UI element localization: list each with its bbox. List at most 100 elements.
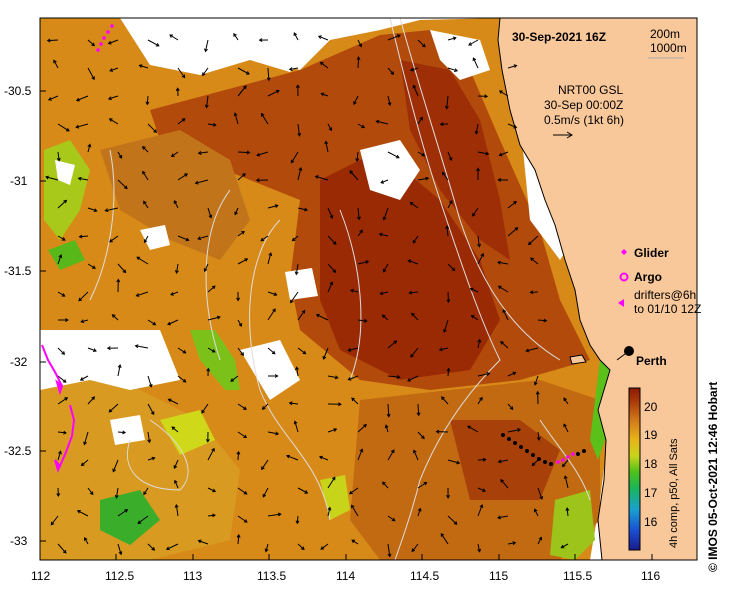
velocity-arrowhead <box>563 423 567 428</box>
velocity-arrow <box>207 316 221 321</box>
velocity-arrow <box>117 263 126 273</box>
velocity-arrow <box>57 543 67 554</box>
velocity-arrowhead <box>147 439 152 444</box>
velocity-arrowhead <box>150 411 155 416</box>
velocity-arrow <box>198 151 209 154</box>
contour-label-200m: 200m <box>650 27 680 41</box>
velocity-arrowhead <box>479 504 484 509</box>
velocity-arrowhead <box>470 315 475 319</box>
velocity-arrowhead <box>445 225 450 230</box>
velocity-arrowhead <box>480 252 484 257</box>
velocity-arrowhead <box>444 105 449 110</box>
velocity-arrow <box>387 449 395 461</box>
velocity-arrowhead <box>288 401 293 406</box>
velocity-arrowhead <box>317 35 322 40</box>
velocity-arrowhead <box>244 258 249 262</box>
city-label: Perth <box>636 354 667 368</box>
velocity-arrow <box>348 375 359 381</box>
velocity-arrowhead <box>382 268 387 273</box>
velocity-arrowhead <box>117 364 122 369</box>
velocity-arrow <box>177 118 186 125</box>
velocity-arrowhead <box>410 353 414 358</box>
velocity-arrowhead <box>438 347 443 352</box>
velocity-arrow <box>87 67 95 80</box>
velocity-arrowhead <box>46 38 51 43</box>
velocity-arrowhead <box>365 260 370 264</box>
velocity-arrow <box>351 397 359 405</box>
x-tick: 113.5 <box>257 569 286 583</box>
velocity-arrow <box>204 263 209 272</box>
y-axis: -30.5 -31 -31.5 -32 -32.5 -33 <box>4 84 46 548</box>
velocity-arrow <box>87 487 94 495</box>
velocity-arrow <box>256 151 269 156</box>
velocity-arrowhead <box>513 64 518 69</box>
x-tick: 115 <box>489 569 508 583</box>
velocity-arrowhead <box>295 366 299 371</box>
velocity-arrowhead <box>384 424 389 429</box>
velocity-arrow <box>177 347 186 354</box>
velocity-arrowhead <box>295 84 300 89</box>
velocity-arrowhead <box>112 468 116 473</box>
velocity-arrowhead <box>87 143 92 148</box>
velocity-arrow <box>237 534 240 545</box>
velocity-arrowhead <box>435 429 440 434</box>
velocity-arrowhead <box>477 338 482 343</box>
velocity-arrowhead <box>174 503 179 508</box>
velocity-arrowhead <box>409 67 414 72</box>
velocity-arrowhead <box>395 154 400 159</box>
velocity-arrow <box>170 291 179 296</box>
sst-field <box>40 18 615 560</box>
velocity-arrow <box>57 123 70 132</box>
velocity-arrow <box>147 375 152 387</box>
velocity-arrowhead <box>347 376 352 381</box>
velocity-arrowhead <box>449 200 453 204</box>
velocity-arrowhead <box>536 437 541 441</box>
velocity-arrow <box>387 515 396 522</box>
velocity-arrow <box>477 397 483 405</box>
velocity-arrowhead <box>561 463 566 468</box>
drifter-legend-icon <box>618 299 624 307</box>
velocity-arrow <box>562 459 569 467</box>
velocity-arrowhead <box>124 509 129 513</box>
velocity-arrowhead <box>243 490 248 495</box>
velocity-arrow <box>447 459 460 464</box>
velocity-arrowhead <box>497 260 501 265</box>
velocity-arrow <box>237 403 247 410</box>
velocity-arrow <box>379 233 389 237</box>
velocity-arrowhead <box>197 151 202 155</box>
velocity-arrowhead <box>333 428 338 432</box>
velocity-arrowhead <box>61 293 66 297</box>
velocity-arrowhead <box>50 521 55 526</box>
velocity-arrow <box>537 487 543 500</box>
velocity-arrowhead <box>327 506 332 511</box>
velocity-arrowhead <box>53 59 57 64</box>
velocity-arrow <box>500 341 509 349</box>
velocity-arrow <box>477 235 480 247</box>
velocity-arrowhead <box>315 313 320 318</box>
velocity-arrow <box>408 259 419 265</box>
velocity-arrow <box>409 291 419 294</box>
velocity-arrow <box>411 543 419 552</box>
velocity-arrow <box>87 396 95 405</box>
velocity-arrowhead <box>452 36 457 41</box>
velocity-arrow <box>237 347 244 356</box>
velocity-arrowhead <box>513 124 518 129</box>
velocity-arrowhead <box>122 269 127 274</box>
velocity-arrow <box>147 39 160 47</box>
velocity-arrowhead <box>533 508 538 513</box>
velocity-arrow <box>293 32 299 41</box>
velocity-arrow <box>201 403 209 414</box>
velocity-arrowhead <box>453 521 458 525</box>
velocity-arrow <box>47 39 59 42</box>
velocity-arrowhead <box>173 199 178 204</box>
velocity-arrow <box>327 207 333 219</box>
velocity-arrow <box>472 57 479 69</box>
velocity-arrow <box>468 39 479 46</box>
velocity-arrow <box>57 235 66 241</box>
velocity-arrow <box>174 480 179 489</box>
velocity-arrow <box>57 254 62 265</box>
velocity-arrow <box>297 310 306 321</box>
velocity-arrowhead <box>302 350 307 355</box>
y-tick: -31 <box>10 174 28 188</box>
velocity-arrowhead <box>425 176 430 181</box>
